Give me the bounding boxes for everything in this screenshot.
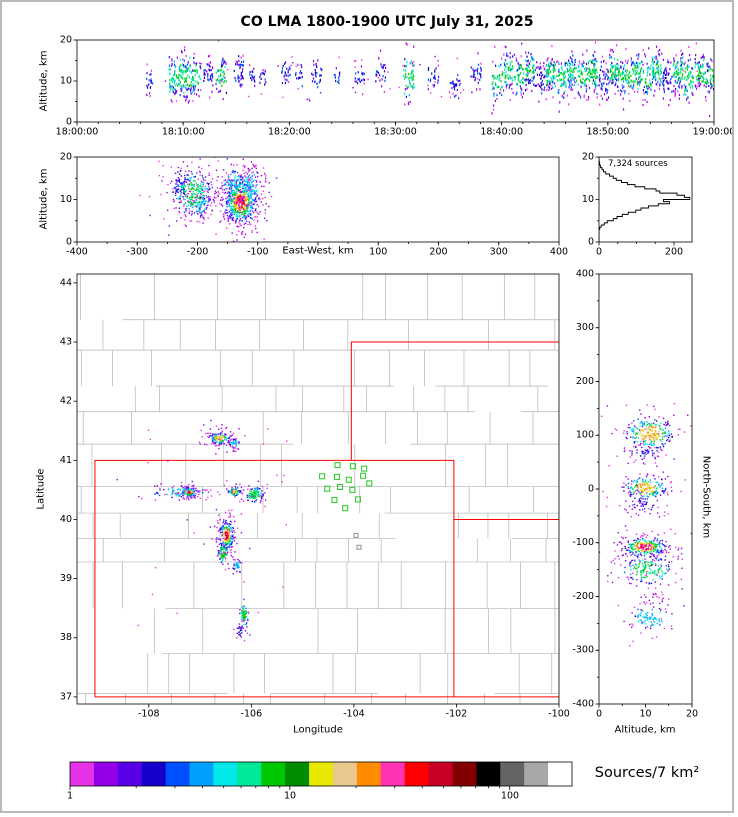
figure-title: CO LMA 1800-1900 UTC July 31, 2025 <box>240 14 534 30</box>
colorbar-tick-10: 10 <box>283 790 297 802</box>
colorbar-tick-100: 100 <box>500 790 520 802</box>
time-height-y-axis-label: Altitude, km <box>38 50 50 112</box>
ew-cross-section-x-axis-label: East-West, km <box>282 245 354 257</box>
colorbar-tick-1: 1 <box>66 790 74 802</box>
ns-cross-section-y-axis-label: North-South, km <box>700 455 712 539</box>
map-x-axis-label: Longitude <box>293 724 343 736</box>
source-count-annotation: 7,324 sources <box>608 159 668 169</box>
ew-cross-section-y-axis-label: Altitude, km <box>38 168 50 230</box>
ns-cross-section-x-axis-label: Altitude, km <box>614 724 676 736</box>
colorbar-label: Sources/7 km² <box>594 765 700 781</box>
map-y-axis-label: Latitude <box>35 468 47 510</box>
